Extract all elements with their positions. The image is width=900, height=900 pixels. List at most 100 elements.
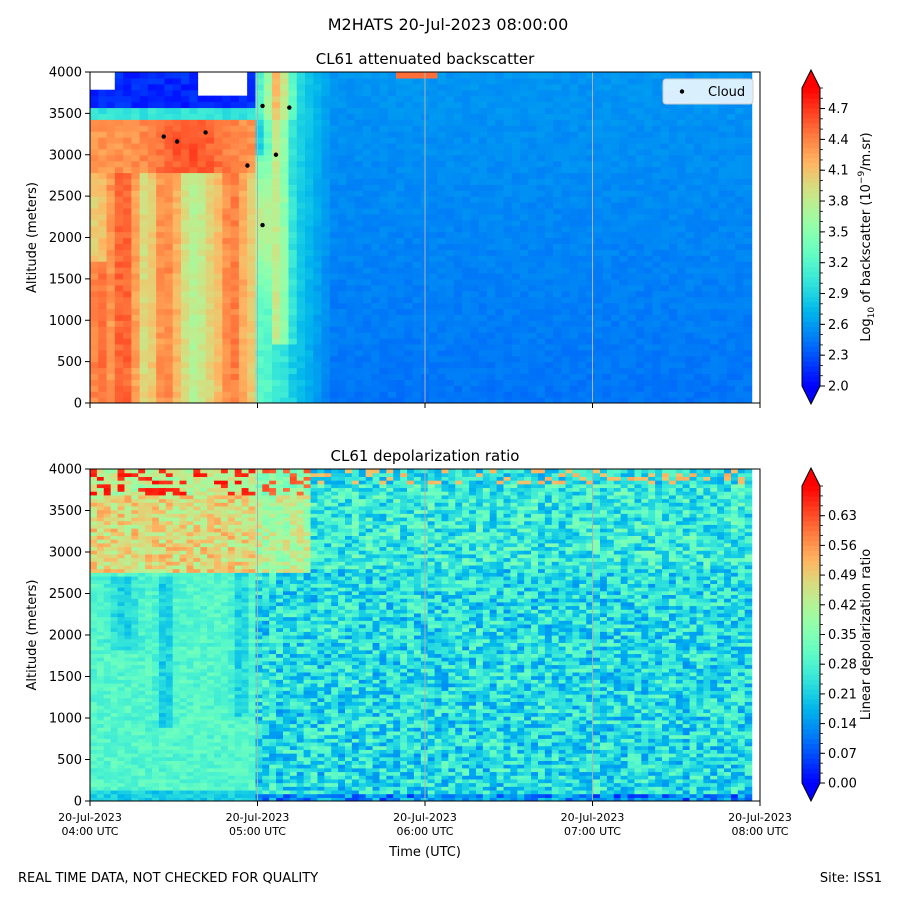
y-tick-label: 3000 (49, 148, 82, 163)
colorbar-segment (802, 713, 820, 720)
colorbar-extend-max (802, 70, 820, 88)
colorbar-segment (802, 351, 820, 357)
y-tick-label: 0 (74, 795, 82, 810)
y-tick-label: 2500 (49, 190, 82, 205)
colorbar-segment (802, 182, 820, 188)
colorbar-label: Log10 of backscatter (10−9/m.sr) (857, 132, 877, 341)
colorbar-segment (802, 137, 820, 144)
colorbar-segment (802, 361, 820, 367)
colorbar-segment (802, 723, 820, 730)
colorbar-tick-label: 4.1 (828, 164, 849, 179)
colorbar-segment (802, 634, 820, 641)
colorbar-segment (802, 197, 820, 203)
heatmap-field (90, 72, 753, 403)
colorbar-segment (802, 172, 820, 178)
colorbar-segment (802, 570, 820, 576)
colorbar-tick-label: 2.3 (828, 349, 849, 364)
colorbar-extend-min (802, 386, 820, 404)
colorbar-segment (802, 207, 820, 213)
colorbar-tick-label: 3.8 (828, 195, 849, 210)
y-tick-label: 500 (57, 355, 82, 370)
colorbar-segment (802, 639, 820, 645)
colorbar-segment (802, 565, 820, 571)
colorbar-label-part: of backscatter (10 (859, 184, 874, 307)
colorbar-segment (802, 688, 820, 695)
y-tick-label: 0 (74, 397, 82, 412)
colorbar-label-part: Log (859, 318, 874, 341)
colorbar-extend-max (802, 468, 820, 486)
colorbar-segment (802, 266, 820, 273)
colorbar-segment (802, 738, 820, 744)
legend-box (662, 78, 754, 105)
colorbar-label-part: /m.sr) (859, 132, 874, 170)
colorbar-segment (802, 177, 820, 183)
colorbar-label-part: 10 (867, 307, 877, 319)
colorbar-segment (802, 291, 820, 298)
colorbar-tick-label: 0.14 (828, 717, 857, 732)
colorbar-segment (802, 748, 820, 754)
colorbar-tick-label: 0.21 (828, 687, 857, 702)
colorbar-segment (802, 366, 820, 372)
colorbar-segment (802, 609, 820, 616)
y-tick-label: 1000 (49, 314, 82, 329)
colorbar-segment (802, 286, 820, 293)
colorbar-segment (802, 773, 820, 779)
colorbar-segment (802, 753, 820, 759)
x-tick-label-time: 07:00 UTC (564, 825, 621, 838)
y-tick-label: 1000 (49, 712, 82, 727)
colorbar-segment (802, 117, 820, 124)
chart-panels: CL61 attenuated backscatter 0 500 1000 1500 2… (25, 50, 877, 860)
colorbar-segment (802, 679, 820, 685)
colorbar-segment (802, 261, 820, 268)
colorbar-segment (802, 614, 820, 621)
colorbar-segment (802, 743, 820, 749)
colorbar-tick-label: 4.4 (828, 133, 849, 148)
colorbar-segment (802, 486, 820, 492)
figure-title: M2HATS 20-Jul-2023 08:00:00 (328, 15, 569, 34)
colorbar-segment (802, 575, 820, 581)
legend-label: Cloud (708, 85, 745, 100)
colorbar-segment (802, 271, 820, 278)
colorbar-segment (802, 346, 820, 352)
colorbar-segment (802, 157, 820, 164)
colorbar-segment (802, 589, 820, 596)
colorbar-tick-label: 0.28 (828, 658, 857, 673)
colorbar-segment (802, 604, 820, 611)
colorbar-segment (802, 733, 820, 740)
heatmap-field (90, 469, 753, 801)
colorbar: 0.00 0.07 0.14 0.21 0.28 0.35 0.42 0.49 0.56 0.63… (801, 466, 874, 803)
colorbar-segment (802, 246, 820, 253)
colorbar-segment (802, 112, 820, 119)
colorbar-segment (802, 241, 820, 248)
x-tick-label-time: 06:00 UTC (396, 825, 453, 838)
y-tick-label: 2500 (49, 587, 82, 602)
colorbar-tick-label: 3.5 (828, 225, 849, 240)
colorbar-segment (802, 545, 820, 551)
colorbar-segment (802, 232, 820, 238)
y-tick-label: 2000 (49, 629, 82, 644)
colorbar-tick-label: 0.56 (828, 539, 857, 554)
cloud-point (287, 105, 292, 110)
x-tick-label-date: 20-Jul-2023 (226, 811, 290, 824)
cloud-point (273, 152, 279, 157)
colorbar-segment (802, 624, 820, 631)
colorbar-segment (802, 281, 820, 288)
y-tick-label: 500 (57, 753, 82, 768)
colorbar-segment (802, 763, 820, 769)
colorbar: 2.0 2.3 2.6 2.9 3.2 3.5 3.8 4.1 4.4 4.7 Log10 of b… (801, 68, 877, 406)
panel-title: CL61 attenuated backscatter (316, 50, 535, 68)
colorbar-segment (802, 316, 820, 323)
colorbar-segment (802, 495, 820, 502)
colorbar-segment (802, 708, 820, 715)
colorbar-tick-label: 3.2 (828, 256, 849, 271)
colorbar-segment (802, 336, 820, 342)
colorbar-segment (802, 122, 820, 129)
colorbar-segment (802, 693, 820, 700)
colorbar-segment (802, 381, 820, 387)
cloud-point (203, 130, 208, 135)
colorbar-segment (802, 490, 820, 497)
colorbar-segment (802, 127, 820, 134)
colorbar-segment (802, 515, 820, 522)
y-tick-label: 1500 (49, 272, 82, 287)
